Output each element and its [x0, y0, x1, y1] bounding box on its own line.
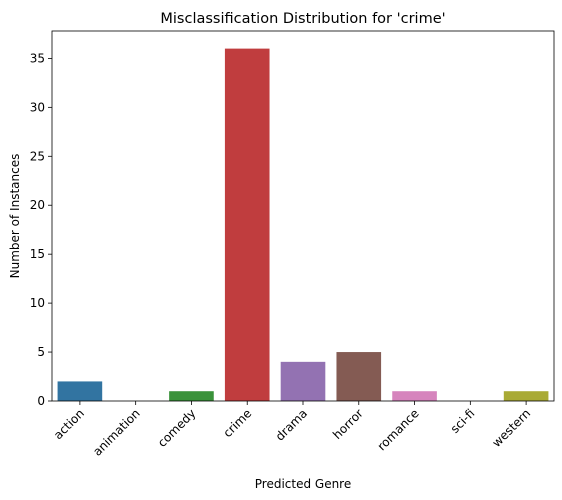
plot-frame: [51, 30, 555, 402]
y-tick-label-20: 20: [30, 198, 45, 212]
bar-romance: [392, 391, 437, 401]
y-axis: 0 5 10 15 20 25 30 35: [30, 51, 52, 408]
bar-drama: [280, 361, 326, 401]
y-tick-label-25: 25: [30, 149, 45, 163]
y-tick-label-30: 30: [30, 100, 45, 114]
x-tick-label-animation: animation: [90, 406, 143, 459]
bar-comedy: [169, 391, 214, 401]
bar-horror: [336, 352, 382, 401]
x-tick-label-comedy: comedy: [155, 406, 199, 450]
bars-group: [57, 48, 549, 401]
x-tick-label-action: action: [51, 406, 87, 442]
y-tick-label-35: 35: [30, 51, 45, 65]
x-tick-label-crime: crime: [220, 406, 254, 440]
x-tick-label-horror: horror: [330, 406, 366, 442]
x-tick-label-western: western: [489, 406, 533, 450]
x-axis: action animation comedy crime drama horror rom…: [51, 401, 533, 459]
x-tick-label-romance: romance: [375, 406, 422, 453]
x-axis-label: Predicted Genre: [255, 477, 352, 491]
x-tick-label-drama: drama: [273, 406, 310, 443]
chart-title: Misclassification Distribution for 'crim…: [160, 11, 445, 27]
y-tick-label-0: 0: [37, 394, 45, 408]
y-tick-label-10: 10: [30, 296, 45, 310]
y-tick-label-5: 5: [37, 345, 45, 359]
bar-action: [57, 381, 103, 401]
bar-western: [503, 391, 549, 401]
y-axis-label: Number of Instances: [8, 154, 22, 279]
x-tick-label-sci-fi: sci-fi: [448, 406, 478, 436]
y-tick-label-15: 15: [30, 247, 45, 261]
bar-crime: [224, 48, 270, 401]
